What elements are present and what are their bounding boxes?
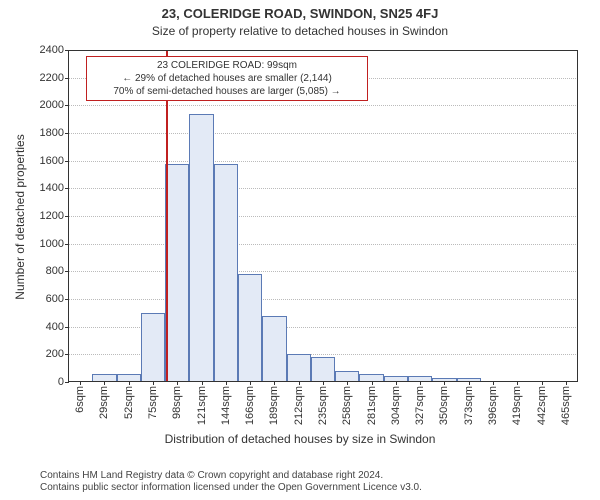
y-tick-mark [65, 299, 69, 300]
x-tick-label: 258sqm [341, 386, 353, 425]
y-tick-label: 800 [46, 265, 64, 277]
x-tick-mark [493, 381, 494, 385]
x-tick-mark [129, 381, 130, 385]
x-tick-label: 373sqm [463, 386, 475, 425]
x-tick-label: 419sqm [511, 386, 523, 425]
y-tick-mark [65, 188, 69, 189]
y-tick-label: 0 [58, 376, 64, 388]
x-tick-label: 144sqm [220, 386, 232, 425]
info-line-1: 23 COLERIDGE ROAD: 99sqm [93, 59, 361, 72]
y-tick-mark [65, 354, 69, 355]
y-tick-label: 2200 [40, 72, 64, 84]
footer: Contains HM Land Registry data © Crown c… [40, 470, 422, 494]
x-tick-mark [444, 381, 445, 385]
x-tick-label: 98sqm [171, 386, 183, 419]
info-line-2: ← 29% of detached houses are smaller (2,… [93, 72, 361, 85]
page-title: 23, COLERIDGE ROAD, SWINDON, SN25 4FJ [0, 6, 600, 21]
x-tick-mark [566, 381, 567, 385]
x-tick-mark [323, 381, 324, 385]
x-tick-mark [104, 381, 105, 385]
x-tick-mark [226, 381, 227, 385]
x-tick-label: 235sqm [317, 386, 329, 425]
x-tick-label: 166sqm [244, 386, 256, 425]
x-tick-label: 75sqm [147, 386, 159, 419]
y-tick-mark [65, 50, 69, 51]
y-tick-label: 1000 [40, 238, 64, 250]
x-tick-label: 304sqm [390, 386, 402, 425]
x-tick-label: 465sqm [560, 386, 572, 425]
x-tick-label: 442sqm [536, 386, 548, 425]
x-tick-mark [542, 381, 543, 385]
x-axis-label: Distribution of detached houses by size … [0, 432, 600, 446]
x-tick-label: 350sqm [438, 386, 450, 425]
x-tick-mark [420, 381, 421, 385]
y-tick-mark [65, 105, 69, 106]
x-tick-mark [177, 381, 178, 385]
x-tick-mark [517, 381, 518, 385]
y-tick-label: 200 [46, 348, 64, 360]
x-tick-mark [372, 381, 373, 385]
x-tick-mark [153, 381, 154, 385]
x-tick-mark [274, 381, 275, 385]
x-tick-label: 29sqm [98, 386, 110, 419]
y-tick-label: 2000 [40, 99, 64, 111]
x-tick-label: 121sqm [196, 386, 208, 425]
y-tick-label: 400 [46, 321, 64, 333]
y-tick-mark [65, 161, 69, 162]
x-tick-label: 52sqm [123, 386, 135, 419]
y-tick-label: 1400 [40, 182, 64, 194]
y-tick-mark [65, 78, 69, 79]
y-tick-label: 1800 [40, 127, 64, 139]
chart-subtitle: Size of property relative to detached ho… [0, 24, 600, 38]
y-tick-labels: 0200400600800100012001400160018002000220… [0, 50, 68, 382]
x-tick-mark [299, 381, 300, 385]
footer-line-2: Contains public sector information licen… [40, 482, 422, 494]
footer-line-1: Contains HM Land Registry data © Crown c… [40, 470, 422, 482]
x-tick-mark [250, 381, 251, 385]
y-tick-mark [65, 133, 69, 134]
y-tick-label: 600 [46, 293, 64, 305]
x-tick-mark [347, 381, 348, 385]
y-tick-mark [65, 244, 69, 245]
y-tick-label: 1200 [40, 210, 64, 222]
x-tick-mark [396, 381, 397, 385]
x-tick-label: 281sqm [366, 386, 378, 425]
x-tick-label: 189sqm [268, 386, 280, 425]
y-tick-mark [65, 271, 69, 272]
x-tick-label: 327sqm [414, 386, 426, 425]
x-tick-label: 396sqm [487, 386, 499, 425]
y-tick-label: 1600 [40, 155, 64, 167]
y-tick-mark [65, 327, 69, 328]
x-tick-mark [202, 381, 203, 385]
y-tick-label: 2400 [40, 44, 64, 56]
x-tick-mark [469, 381, 470, 385]
y-tick-mark [65, 216, 69, 217]
info-box: 23 COLERIDGE ROAD: 99sqm ← 29% of detach… [86, 56, 368, 101]
x-tick-label: 6sqm [74, 386, 86, 413]
info-line-3: 70% of semi-detached houses are larger (… [93, 85, 361, 98]
x-tick-mark [80, 381, 81, 385]
x-tick-label: 212sqm [293, 386, 305, 425]
